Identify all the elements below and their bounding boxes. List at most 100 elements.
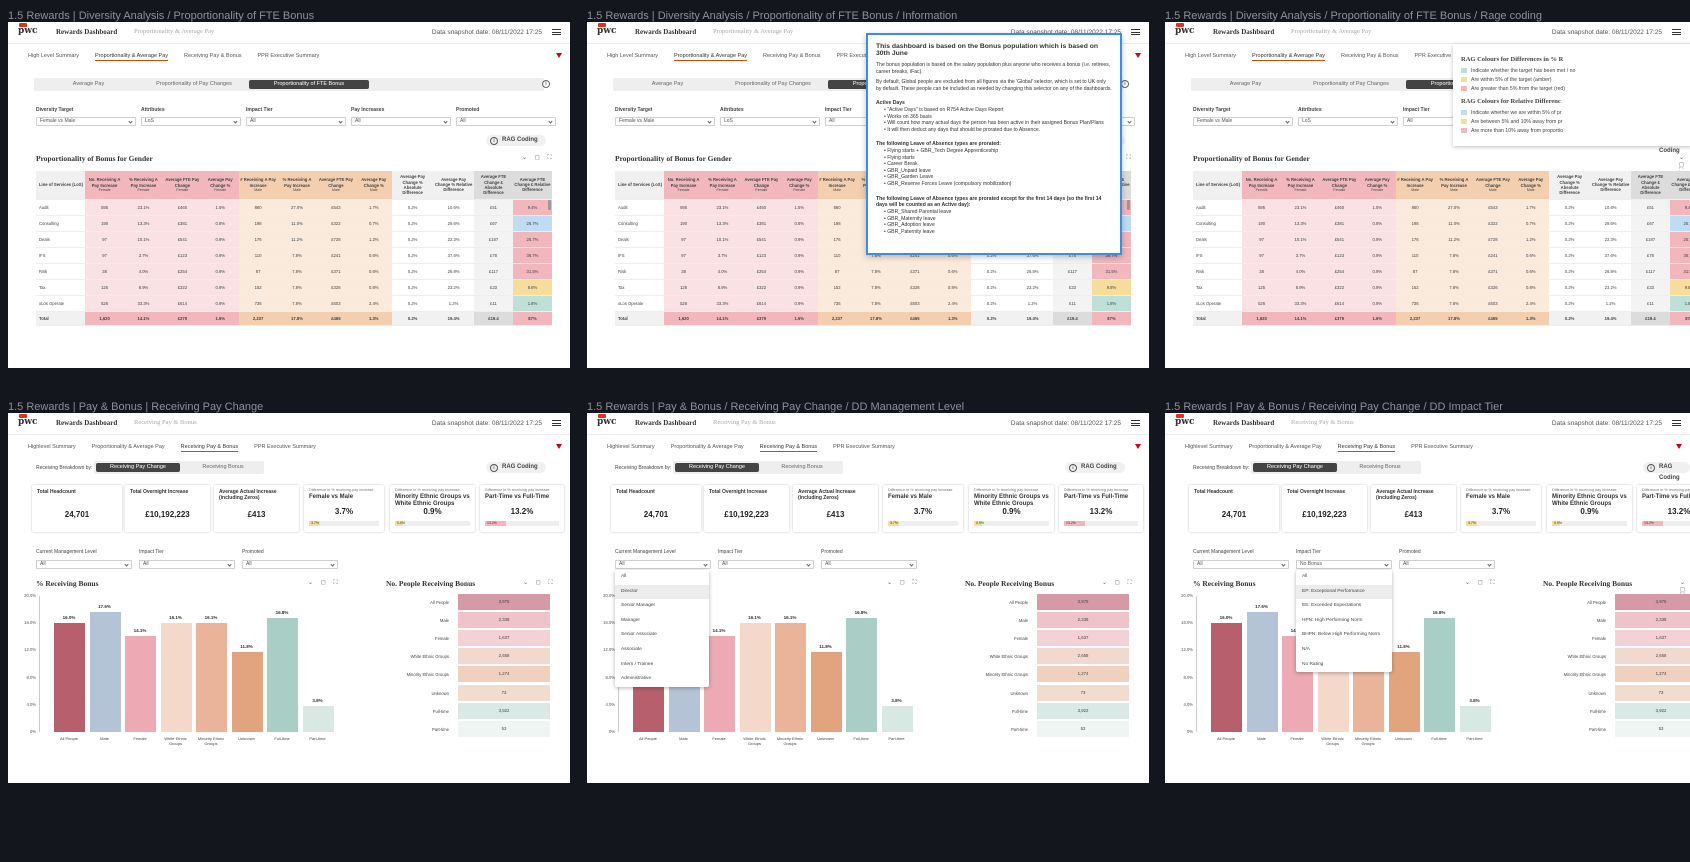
filter-icon[interactable] [1676, 444, 1682, 449]
bar-2[interactable] [125, 636, 156, 732]
bar-5[interactable] [231, 651, 263, 732]
bar-5[interactable] [810, 651, 842, 732]
nav-tab-2[interactable]: Receiving Pay & Bonus [1341, 53, 1399, 59]
filter-select-promoted[interactable]: All [456, 117, 556, 126]
menu-icon[interactable] [1672, 29, 1681, 35]
bar-0[interactable] [54, 623, 85, 732]
hbar-1[interactable]: 2,338 [1615, 612, 1690, 629]
subtab-1[interactable]: Proportionality of Pay Changes [156, 81, 232, 87]
hbar-6[interactable]: 3,922 [1615, 702, 1690, 719]
rag-coding-button[interactable]: RAG Coding [1065, 462, 1125, 473]
menu-icon[interactable] [552, 29, 561, 35]
bar-6[interactable] [1424, 617, 1455, 732]
filter-icon[interactable] [556, 444, 562, 449]
mgmt-option[interactable]: Senior Manager [621, 603, 656, 609]
table-scrollbar[interactable] [548, 200, 551, 210]
nav-tab-2[interactable]: Receiving Pay & Bonus [763, 53, 821, 59]
hbar-6[interactable]: 3,922 [1037, 702, 1129, 719]
info-icon[interactable]: i [542, 80, 550, 88]
menu-icon[interactable] [552, 420, 561, 426]
bar-4[interactable] [775, 622, 806, 732]
filter-select-f_tier[interactable]: All [139, 560, 235, 569]
hbar-7[interactable]: 53 [458, 720, 550, 737]
table-row[interactable]: Tax 125 8.9% £322 0.9% 152 7.8% £326 0.8% 0.2% 23.… [36, 279, 552, 296]
nav-tab-0[interactable]: Highlevel Summary [1185, 444, 1233, 450]
tier-option[interactable]: EP: Exceptional Performance [1296, 584, 1392, 600]
menu-icon[interactable] [1672, 420, 1681, 426]
nav-tab-0[interactable]: High Level Summary [607, 53, 659, 59]
hbar-0[interactable]: 3,975 [1037, 594, 1129, 610]
hbar-chart-controls[interactable]: ⌄ ◻ ⛶ [1102, 580, 1135, 586]
hbar-7[interactable]: 53 [1615, 720, 1690, 737]
bar-3[interactable] [739, 622, 771, 732]
bar-7[interactable] [881, 706, 913, 732]
nav-tab-0[interactable]: Highlevel Summary [607, 444, 655, 450]
mgmt-option[interactable]: Senior Associate [621, 632, 657, 638]
mgmt-option[interactable]: Administrative [621, 676, 652, 682]
rag-coding-button[interactable]: RAG Coding [486, 135, 546, 146]
mgmt-option[interactable]: Associate [621, 646, 642, 652]
bar-6[interactable] [846, 617, 877, 732]
breakdown-option-1[interactable]: Receiving Bonus [1359, 464, 1401, 470]
subtab-1[interactable]: Proportionality of Pay Changes [1313, 81, 1389, 87]
breakdown-option-0[interactable]: Receiving Pay Change [96, 463, 180, 472]
bar-7[interactable] [1459, 706, 1491, 732]
filter-icon[interactable] [1135, 444, 1141, 449]
bar-chart-controls[interactable]: ⌄ ◻ ⛶ [1465, 580, 1498, 586]
table-row[interactable]: Risk 38 4.0% £254 0.9% 87 7.8% £371 0.6% 0.2% 26.8… [615, 263, 1131, 280]
subtab-1[interactable]: Proportionality of Pay Changes [735, 81, 811, 87]
hbar-1[interactable]: 2,338 [458, 612, 550, 629]
nav-tab-1[interactable]: Proportionality & Average Pay [91, 444, 165, 450]
bar-3[interactable] [160, 622, 192, 732]
subtab-0[interactable]: Average Pay [1229, 81, 1262, 87]
pwc-logo[interactable]: pwc [597, 414, 617, 427]
nav-tab-2[interactable]: Receiving Pay & Bonus [184, 53, 242, 59]
mgmt-option[interactable]: All [621, 574, 627, 579]
filter-select-f_tier[interactable]: No Bonus [1296, 560, 1392, 569]
filter-select-f_mgmt[interactable]: All [1193, 560, 1289, 569]
breakdown-option-0[interactable]: Receiving Pay Change [1253, 463, 1337, 472]
filter-select-diversity[interactable]: Female vs Male [615, 117, 715, 126]
hbar-6[interactable]: 3,922 [458, 702, 550, 719]
tier-option[interactable]: N/A [1302, 646, 1310, 652]
subtab-0[interactable]: Average Pay [651, 81, 684, 87]
hbar-3[interactable]: 2,658 [1615, 648, 1690, 665]
info-icon[interactable]: i [1121, 80, 1129, 88]
pwc-logo[interactable]: pwc [18, 23, 38, 36]
nav-tab-1[interactable]: Proportionality & Average Pay [95, 53, 169, 61]
filter-select-attributes[interactable]: LoS [141, 117, 241, 126]
mgmt-option[interactable]: Intern / Trainee [621, 661, 654, 667]
pwc-logo[interactable]: pwc [597, 23, 617, 36]
table-row[interactable]: Risk 38 4.0% £254 0.9% 87 7.8% £371 0.6% 0.2% 26.8… [36, 263, 552, 280]
breakdown-option-1[interactable]: Receiving Bonus [781, 464, 823, 470]
hbar-5[interactable]: 73 [1615, 684, 1690, 701]
bar-6[interactable] [267, 617, 298, 732]
bar-1[interactable] [89, 612, 121, 732]
hbar-5[interactable]: 73 [1037, 684, 1129, 701]
bar-0[interactable] [1211, 623, 1242, 732]
filter-select-f_tier[interactable]: All [718, 560, 814, 569]
nav-tab-3[interactable]: PPR Executive Summary [833, 444, 895, 450]
filter-select-payinc[interactable]: All [351, 117, 451, 126]
mgmt-option[interactable]: Manager [621, 617, 640, 623]
tier-option[interactable]: BHPN: Below High Performing Norm [1302, 632, 1381, 638]
filter-select-f_prom[interactable]: All [821, 560, 917, 569]
rag-coding-button[interactable]: RAG Coding [1643, 462, 1690, 481]
hbar-3[interactable]: 2,658 [1037, 648, 1129, 665]
tier-option[interactable]: All [1302, 574, 1308, 579]
nav-tab-1[interactable]: Proportionality & Average Pay [674, 53, 748, 61]
subtab-2[interactable]: Proportionality of FTE Bonus [249, 80, 369, 89]
bar-4[interactable] [196, 622, 227, 732]
hbar-3[interactable]: 2,658 [458, 648, 550, 665]
bar-1[interactable] [1246, 612, 1278, 732]
tier-option[interactable]: No Rating [1302, 661, 1324, 667]
table-row[interactable]: IFS 97 3.7% £123 0.9% 110 7.8% £241 0.6% 0.2% 37.6… [1193, 247, 1690, 264]
menu-icon[interactable] [1131, 420, 1140, 426]
bar-7[interactable] [302, 706, 334, 732]
breakdown-option-1[interactable]: Receiving Bonus [202, 464, 244, 470]
hbar-4[interactable]: 1,274 [458, 666, 550, 683]
hbar-5[interactable]: 73 [458, 684, 550, 701]
